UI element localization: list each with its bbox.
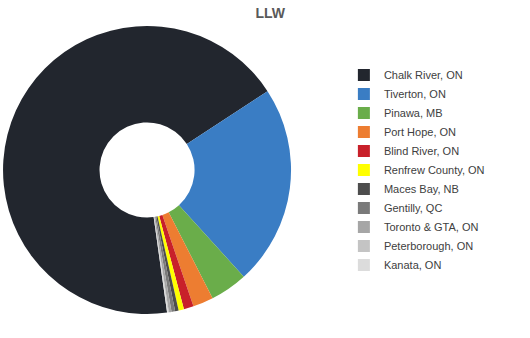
svg-text:Peterborough, ON: Peterborough, ON <box>384 240 473 252</box>
svg-text:Port Hope, ON: Port Hope, ON <box>384 126 456 138</box>
svg-text:Toronto & GTA, ON: Toronto & GTA, ON <box>384 221 479 233</box>
svg-text:Blind River, ON: Blind River, ON <box>384 145 459 157</box>
svg-text:Tiverton, ON: Tiverton, ON <box>384 88 446 100</box>
svg-text:Renfrew County, ON: Renfrew County, ON <box>384 164 485 176</box>
svg-text:Pinawa, MB: Pinawa, MB <box>384 107 443 119</box>
svg-text:Chalk River, ON: Chalk River, ON <box>384 69 463 81</box>
svg-text:Maces Bay, NB: Maces Bay, NB <box>384 183 459 195</box>
svg-text:LLW: LLW <box>256 5 286 21</box>
svg-text:Kanata, ON: Kanata, ON <box>384 259 442 271</box>
svg-text:Gentilly, QC: Gentilly, QC <box>384 202 443 214</box>
